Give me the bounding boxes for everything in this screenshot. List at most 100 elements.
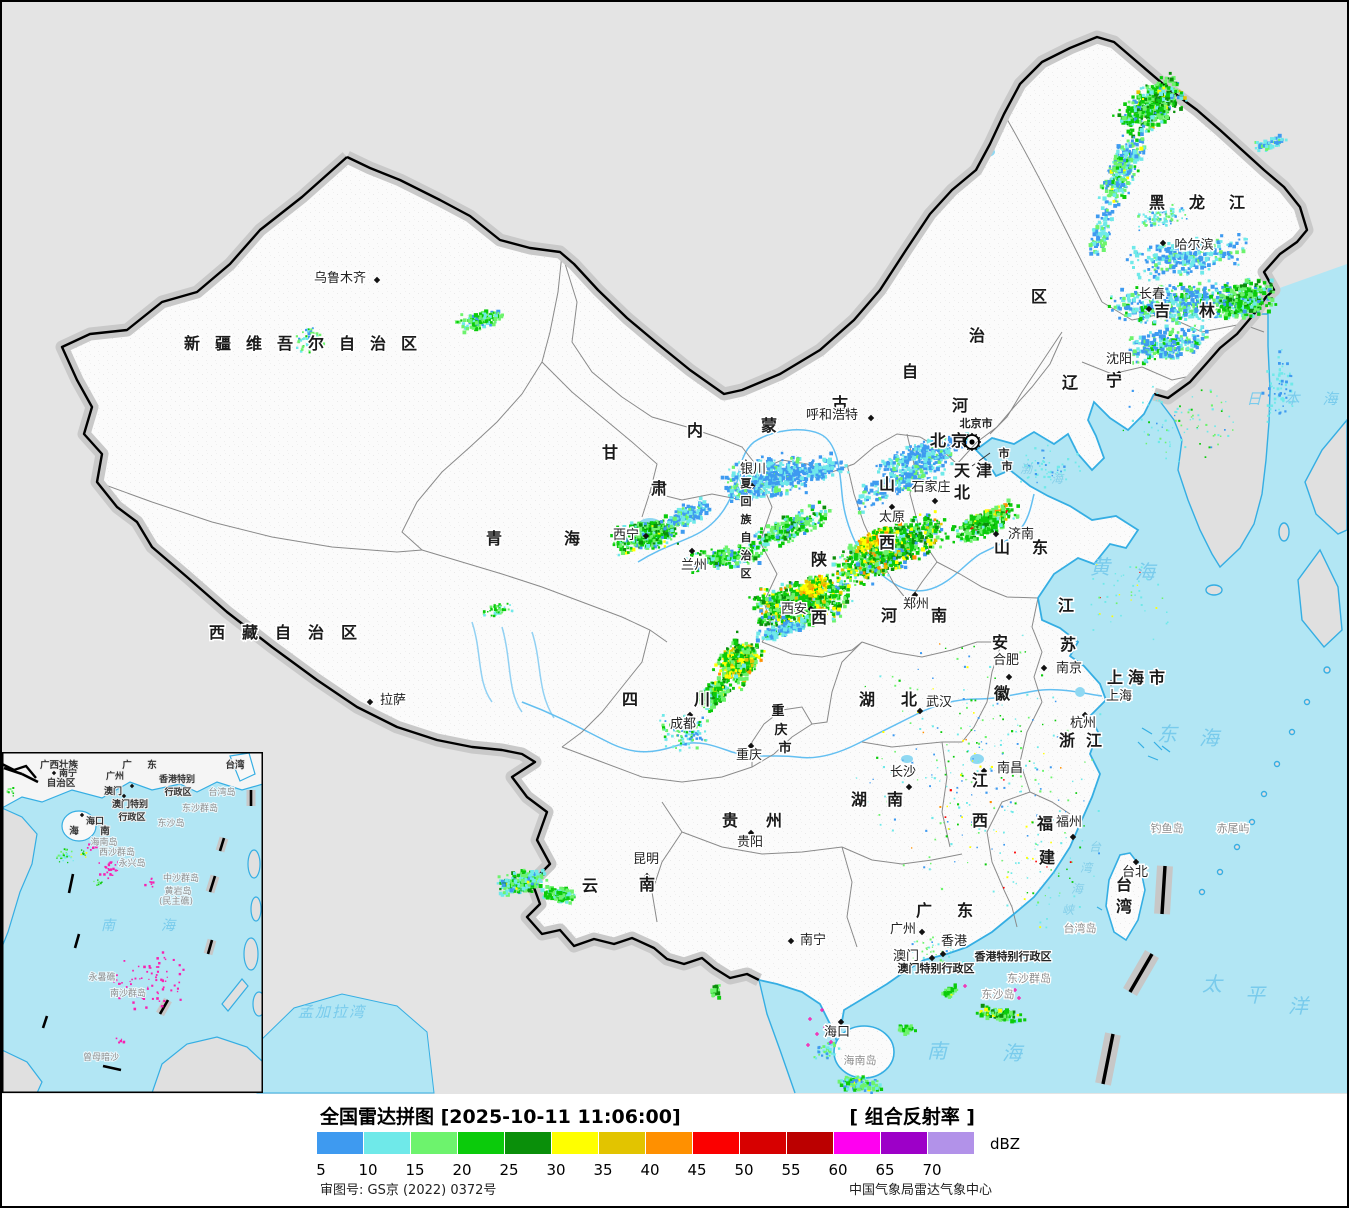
- map-label: 肃: [651, 479, 667, 498]
- city-dot: [747, 829, 755, 837]
- radar-echo-cluster: [1261, 349, 1295, 423]
- map-label: 海: [1135, 560, 1158, 584]
- map-label: 孟加拉湾: [298, 1003, 367, 1021]
- map-label: 回: [741, 494, 752, 508]
- city-dot: [928, 954, 936, 962]
- inset-label: 海: [69, 825, 79, 837]
- city-dot: [1069, 833, 1077, 841]
- island-mark: [829, 1040, 833, 1044]
- city-label: 台北: [1122, 865, 1148, 880]
- map-label: 本: [1284, 390, 1301, 408]
- capital-symbol-beijing: [963, 433, 981, 451]
- map-label: 海: [1071, 882, 1085, 896]
- city-label: 武汉: [926, 695, 952, 710]
- map-label: 江: [1229, 193, 1245, 212]
- map-label: 藏: [242, 623, 258, 642]
- inset-border: [2, 752, 263, 1093]
- map-label: 天: [954, 461, 971, 480]
- city-label: 重庆: [736, 747, 762, 763]
- map-label: 北: [901, 690, 917, 709]
- map-label: 南: [927, 1039, 950, 1063]
- radar-echo-cluster: [798, 574, 831, 600]
- map-label: 台: [1116, 875, 1132, 894]
- map-label: 疆: [215, 334, 231, 353]
- map-label: 澳门特别行政区: [898, 961, 975, 975]
- inset-label: 中沙群岛: [163, 872, 199, 884]
- map-label: 建: [1039, 848, 1055, 867]
- map-label: 赤尾屿: [1217, 822, 1250, 835]
- inset-label: 东沙群岛: [182, 802, 218, 814]
- map-label: 西: [209, 623, 225, 642]
- radar-echo-cluster: [837, 1075, 884, 1094]
- map-label: 湖: [851, 790, 867, 809]
- inset-philippines: [221, 849, 263, 1017]
- radar-echo-cluster: [1122, 324, 1209, 366]
- city-label: 郑州: [903, 597, 929, 612]
- map-label: 南: [639, 875, 655, 894]
- inset-city-dot: [79, 812, 85, 818]
- map-label: 海: [1128, 668, 1144, 687]
- city-dot: [931, 497, 939, 505]
- map-label: 海: [1199, 726, 1222, 750]
- map-label: 东沙群岛: [1007, 971, 1051, 985]
- legend-tick: 45: [687, 1161, 706, 1179]
- city-label: 长春: [1139, 287, 1165, 302]
- city-label: 沈阳: [1106, 352, 1132, 367]
- legend-unit: dBZ: [990, 1135, 1020, 1153]
- island-mark: [806, 1043, 810, 1047]
- city-dot: [1159, 239, 1167, 247]
- map-label: 苏: [1060, 635, 1076, 654]
- radar-echo-cluster: [855, 526, 892, 554]
- inset-island-marks: [86, 843, 185, 1044]
- city-label: 哈尔滨: [1174, 237, 1213, 253]
- legend-ticks: 5 10 15 20 25 30 35 40 45 50 55 60 65 70: [316, 1161, 941, 1179]
- radar-echo-cluster: [941, 983, 959, 999]
- map-label: 台湾岛: [1064, 921, 1097, 935]
- map-label: 区: [341, 623, 357, 642]
- radar-echo-cluster: [1254, 133, 1288, 153]
- radar-echo-cluster: [856, 449, 954, 515]
- map-label: 西: [879, 533, 895, 552]
- city-dot: [1040, 664, 1048, 672]
- city-label: 西安: [781, 602, 807, 617]
- map-label: 峡: [1062, 903, 1076, 917]
- map-label: 江: [1086, 731, 1102, 750]
- vietnam-coastline: [758, 979, 796, 1094]
- map-label: 内: [687, 421, 703, 440]
- ocean: [759, 264, 1347, 1093]
- inset-label: 永兴岛: [118, 857, 145, 869]
- map-label: 北: [930, 431, 946, 450]
- inset-label: 南沙群岛: [110, 987, 146, 999]
- map-label: 福: [1036, 814, 1053, 833]
- city-dot: [807, 605, 815, 613]
- radar-echo-cluster: [710, 984, 722, 1000]
- legend-tick: 10: [358, 1161, 377, 1179]
- legend-tick: 70: [922, 1161, 941, 1179]
- legend-color-cell: [458, 1132, 504, 1154]
- inset-label: 南: [100, 825, 110, 837]
- radar-echo-cluster: [659, 714, 709, 752]
- inset-label: 海: [161, 918, 177, 934]
- legend-footer-left: 审图号: GS京 (2022) 0372号: [320, 1183, 496, 1198]
- map-label: 宁: [741, 458, 752, 472]
- map-label: 江: [972, 771, 988, 790]
- city-dot: [992, 530, 1000, 538]
- map-label: 宁: [1106, 371, 1122, 390]
- city-label: 澳门: [893, 948, 919, 964]
- city-label: 兰州: [681, 558, 707, 573]
- map-label: 青: [486, 529, 502, 548]
- map-label: 自: [339, 334, 355, 353]
- inset-label: 海南岛: [90, 836, 117, 848]
- inset-label: 东沙岛: [157, 817, 184, 829]
- inset-echo-layer: [6, 787, 103, 886]
- city-label: 乌鲁木齐: [314, 270, 366, 286]
- map-label: 南: [931, 606, 947, 625]
- map-label: 东: [957, 901, 973, 920]
- city-dots: [366, 239, 1167, 1026]
- inset-label: 澳门: [104, 785, 122, 797]
- map-label: 吾: [277, 334, 293, 353]
- city-dot: [980, 767, 988, 775]
- map-label: 钓鱼岛: [1151, 821, 1184, 835]
